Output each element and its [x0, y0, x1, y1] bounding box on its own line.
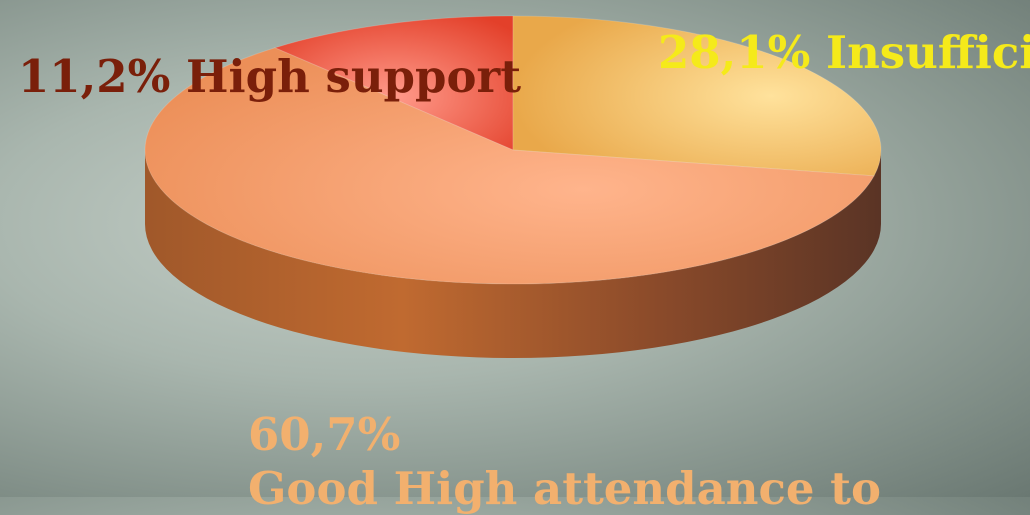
data-label-good-percent: 60,7%	[248, 408, 401, 461]
data-label-insufficient: 28,1% Insuffici	[658, 26, 1030, 79]
pie-side-wall	[145, 150, 881, 358]
pie-slice-high-support	[273, 15, 514, 151]
data-label-high-support: 11,2% High support	[18, 50, 521, 103]
pie-chart	[144, 15, 882, 358]
pie-slice-good	[144, 47, 875, 285]
data-label-good-text: Good High attendance to	[248, 462, 881, 515]
pie-slice-insufficient	[512, 15, 882, 177]
